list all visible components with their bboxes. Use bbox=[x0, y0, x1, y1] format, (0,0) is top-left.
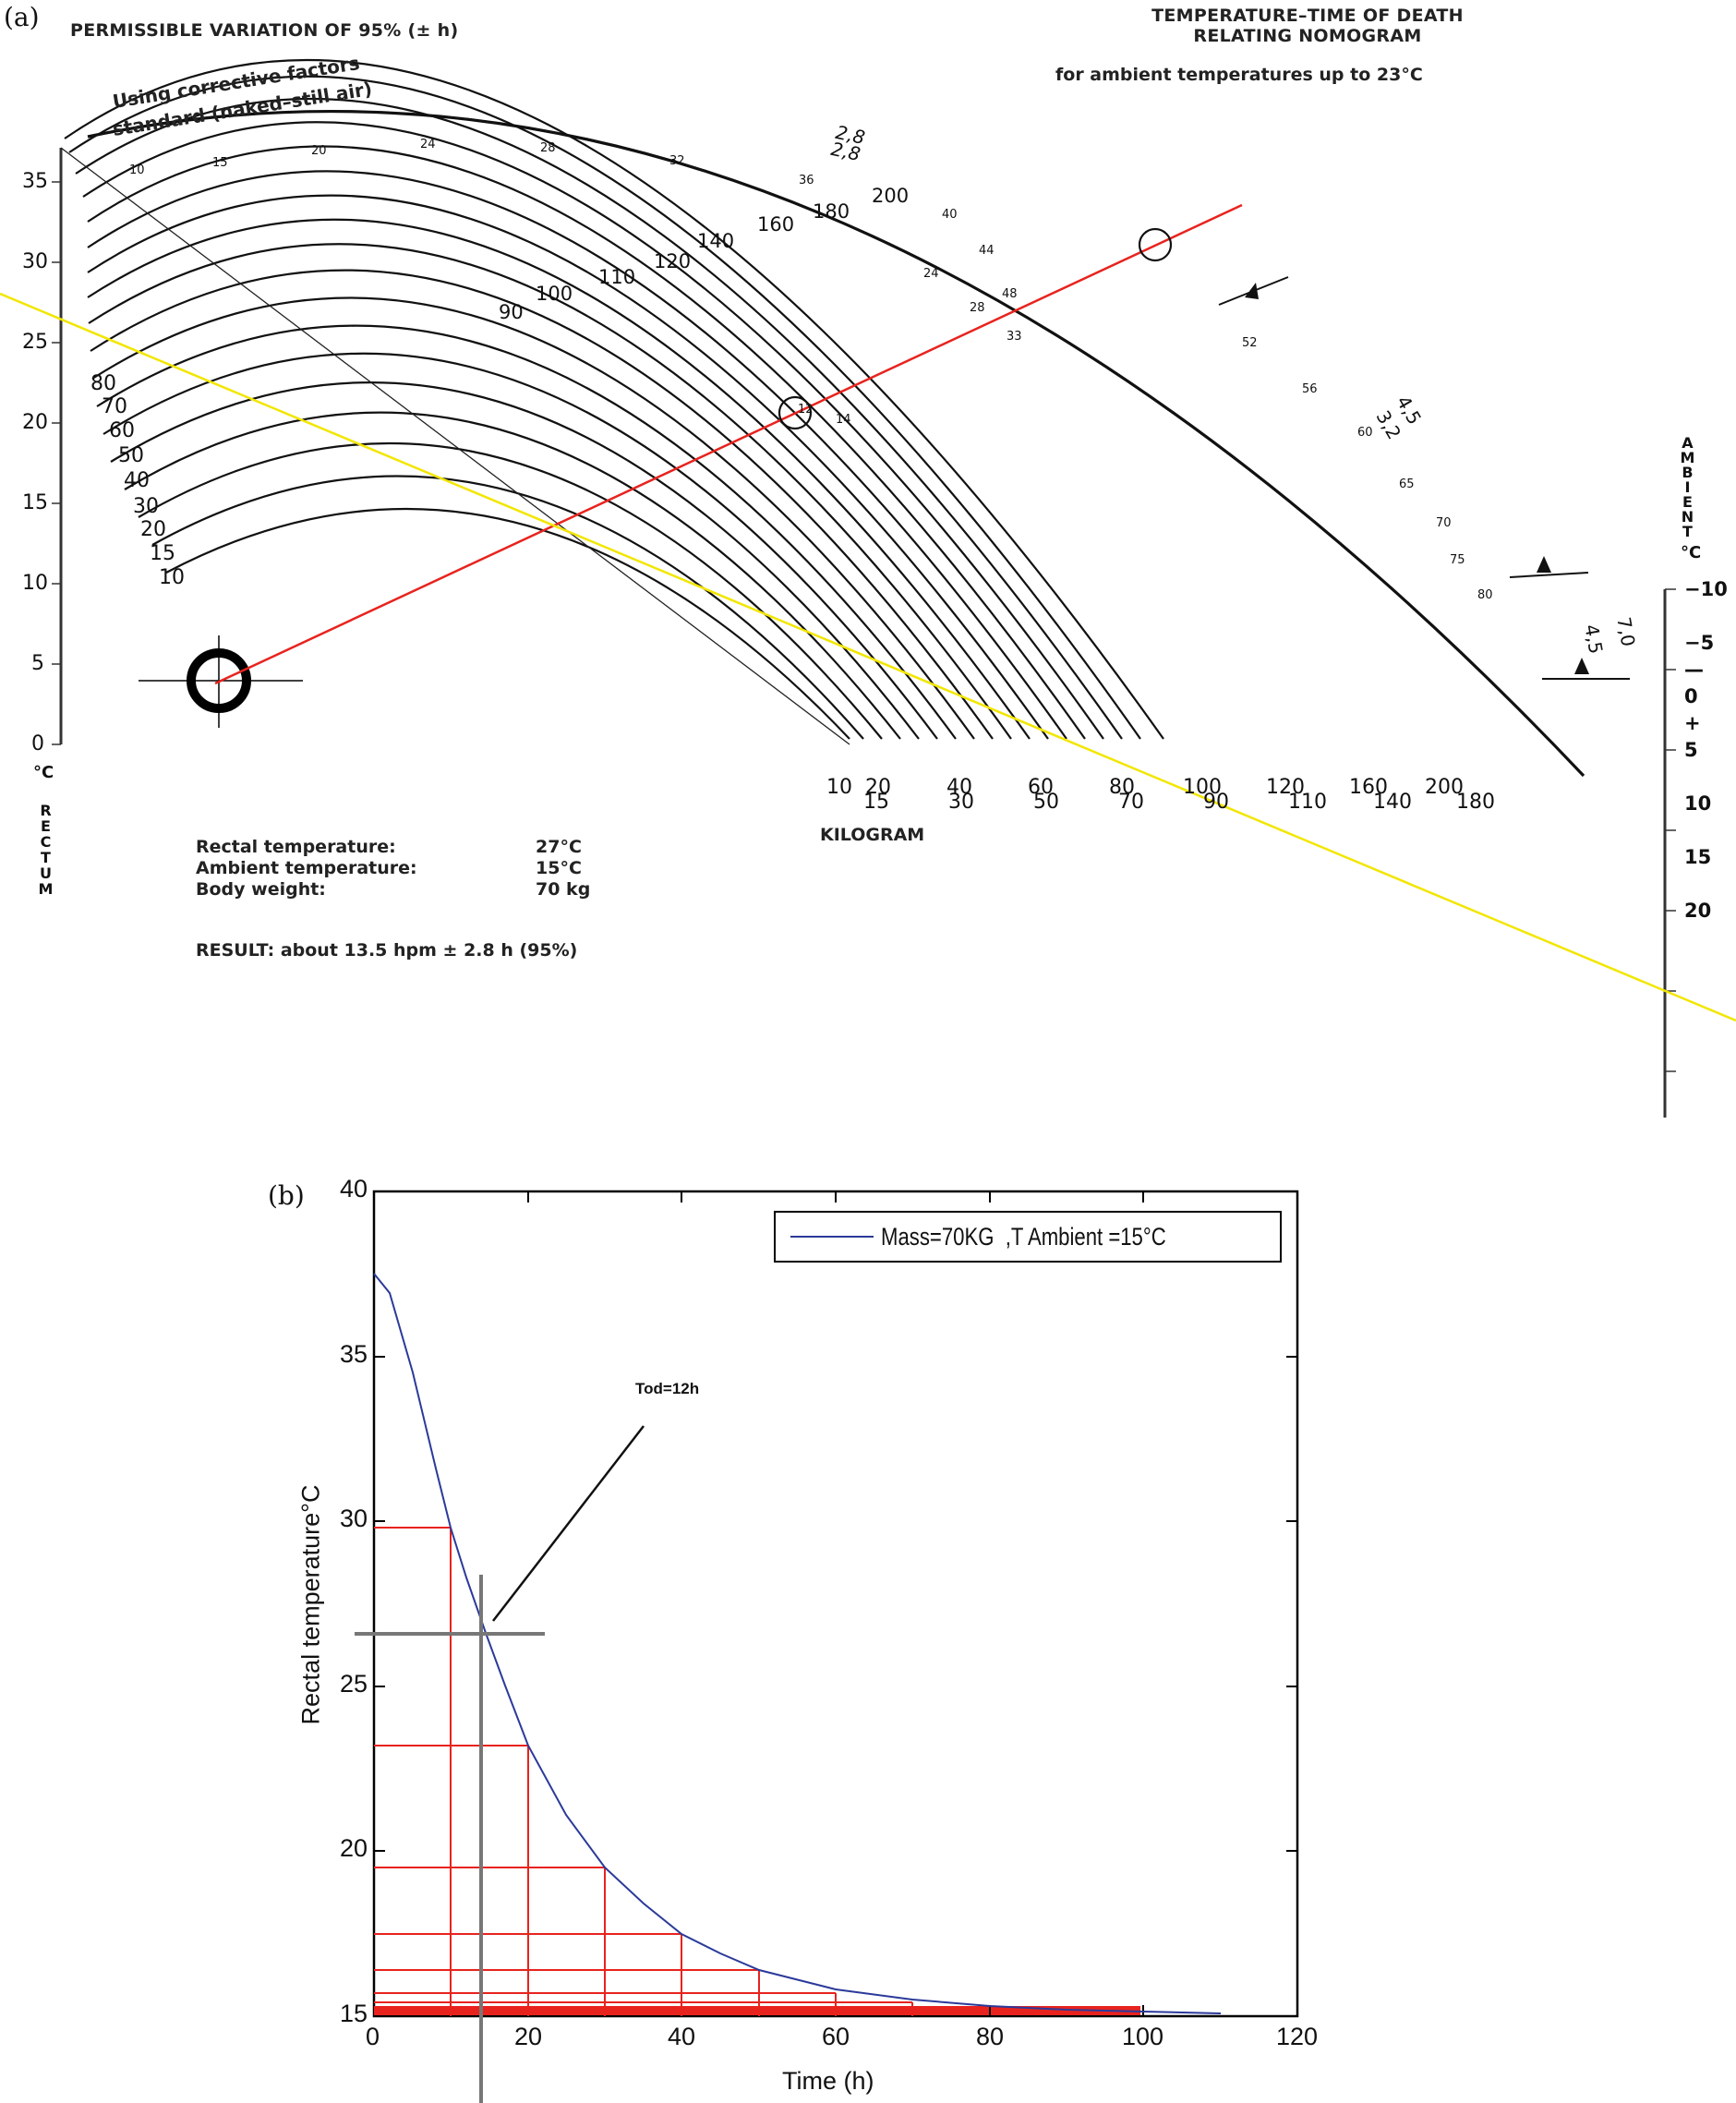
tod-annotation: Tod=12h bbox=[635, 1380, 700, 1397]
reference-grid bbox=[374, 1527, 913, 2016]
rectum-tick-35: 35 bbox=[22, 170, 48, 193]
kilogram-axis-title: KILOGRAM bbox=[820, 825, 925, 845]
svg-text:33: 33 bbox=[1007, 330, 1022, 344]
permissible-variation-title: PERMISSIBLE VARIATION OF 95% (± h) bbox=[70, 20, 459, 41]
cooling-curve bbox=[373, 1273, 1222, 2014]
svg-text:80: 80 bbox=[1477, 588, 1493, 602]
svg-text:15: 15 bbox=[22, 491, 48, 514]
weight-arcs bbox=[64, 59, 1164, 740]
svg-text:10: 10 bbox=[129, 163, 145, 177]
svg-text:100: 100 bbox=[536, 283, 573, 305]
svg-text:75: 75 bbox=[1450, 553, 1465, 567]
svg-text:80: 80 bbox=[90, 372, 116, 395]
ambient-axis-title: AMBIENT bbox=[1679, 434, 1696, 538]
svg-text:15: 15 bbox=[212, 156, 228, 170]
case-row-weight: Body weight: 70 kg bbox=[196, 879, 591, 900]
svg-text:25: 25 bbox=[22, 331, 48, 354]
svg-text:52: 52 bbox=[1242, 336, 1258, 350]
svg-text:24: 24 bbox=[420, 138, 436, 151]
y-axis-title: Rectal temperature°C bbox=[296, 1484, 325, 1725]
svg-text:50: 50 bbox=[118, 444, 144, 467]
svg-text:10: 10 bbox=[22, 572, 48, 595]
svg-text:20: 20 bbox=[140, 518, 166, 541]
svg-text:28: 28 bbox=[970, 301, 985, 315]
svg-text:20: 20 bbox=[311, 144, 327, 158]
svg-text:0: 0 bbox=[31, 732, 44, 755]
case-row-rectal: Rectal temperature: 27°C bbox=[196, 837, 582, 857]
svg-text:200: 200 bbox=[872, 185, 909, 207]
svg-text:70: 70 bbox=[102, 395, 127, 418]
legend-label: Mass=70KG ,T Ambient =15°C bbox=[881, 1222, 1166, 1251]
svg-text:180: 180 bbox=[813, 200, 850, 223]
svg-text:48: 48 bbox=[1002, 287, 1018, 301]
svg-text:10: 10 bbox=[159, 566, 185, 589]
svg-text:32: 32 bbox=[669, 154, 685, 168]
svg-text:40: 40 bbox=[124, 469, 150, 492]
decay-chart-svg bbox=[355, 1190, 1299, 2103]
svg-text:90: 90 bbox=[499, 301, 524, 323]
svg-text:30: 30 bbox=[22, 250, 48, 273]
x-tick-labels: 0 20 40 60 80 100 120 bbox=[366, 2023, 1319, 2050]
x-axis-title: Time (h) bbox=[782, 2067, 874, 2095]
svg-text:60: 60 bbox=[109, 419, 135, 442]
rectum-unit: °C bbox=[33, 763, 54, 782]
svg-text:44: 44 bbox=[979, 244, 995, 258]
yellow-construction-line bbox=[0, 292, 1736, 1022]
svg-text:12: 12 bbox=[798, 403, 814, 417]
legend-box: Mass=70KG ,T Ambient =15°C bbox=[774, 1211, 1282, 1263]
nomogram-title-line1: TEMPERATURE–TIME OF DEATH bbox=[1151, 6, 1464, 26]
weight-ticks-row1: 10 20 40 60 80 100 120 160 200 bbox=[826, 776, 1464, 799]
svg-text:56: 56 bbox=[1302, 382, 1318, 396]
case-info: Rectal temperature: 27°C Ambient temperat… bbox=[196, 837, 590, 900]
variation-arc bbox=[87, 109, 1585, 778]
svg-text:15: 15 bbox=[150, 542, 175, 565]
panel-b-label: (b) bbox=[268, 1180, 305, 1211]
ambient-ticks: −10 −5 — 0 + 5 10 15 20 bbox=[1684, 578, 1728, 922]
svg-text:120: 120 bbox=[654, 250, 691, 272]
svg-text:140: 140 bbox=[697, 230, 734, 252]
case-row-ambient: Ambient temperature: 15°C bbox=[196, 858, 582, 878]
svg-text:20: 20 bbox=[22, 411, 48, 434]
nomogram-subtitle: for ambient temperatures up to 23°C bbox=[1055, 65, 1423, 85]
rectum-axis-title: RECTUM bbox=[37, 802, 54, 896]
nomogram-title-line2: RELATING NOMOGRAM bbox=[1193, 26, 1422, 46]
svg-text:30: 30 bbox=[133, 495, 159, 518]
svg-text:160: 160 bbox=[757, 213, 794, 236]
svg-text:110: 110 bbox=[598, 266, 635, 288]
svg-text:14: 14 bbox=[836, 413, 851, 427]
svg-text:70: 70 bbox=[1436, 516, 1452, 530]
svg-text:65: 65 bbox=[1399, 477, 1415, 491]
svg-text:24: 24 bbox=[923, 267, 939, 281]
case-result: RESULT: about 13.5 hpm ± 2.8 h (95%) bbox=[196, 940, 578, 961]
ambient-unit: °C bbox=[1681, 543, 1702, 562]
svg-text:28: 28 bbox=[540, 141, 556, 155]
red-construction-line bbox=[214, 203, 1243, 685]
weight-ticks-row2: 15 30 50 70 90 110 140 180 bbox=[863, 791, 1495, 814]
panel-a-label: (a) bbox=[4, 2, 40, 32]
svg-text:36: 36 bbox=[799, 174, 814, 187]
svg-text:60: 60 bbox=[1357, 426, 1373, 440]
svg-text:40: 40 bbox=[942, 208, 958, 222]
svg-text:5: 5 bbox=[31, 652, 44, 675]
legend-line-icon bbox=[790, 1236, 874, 1238]
